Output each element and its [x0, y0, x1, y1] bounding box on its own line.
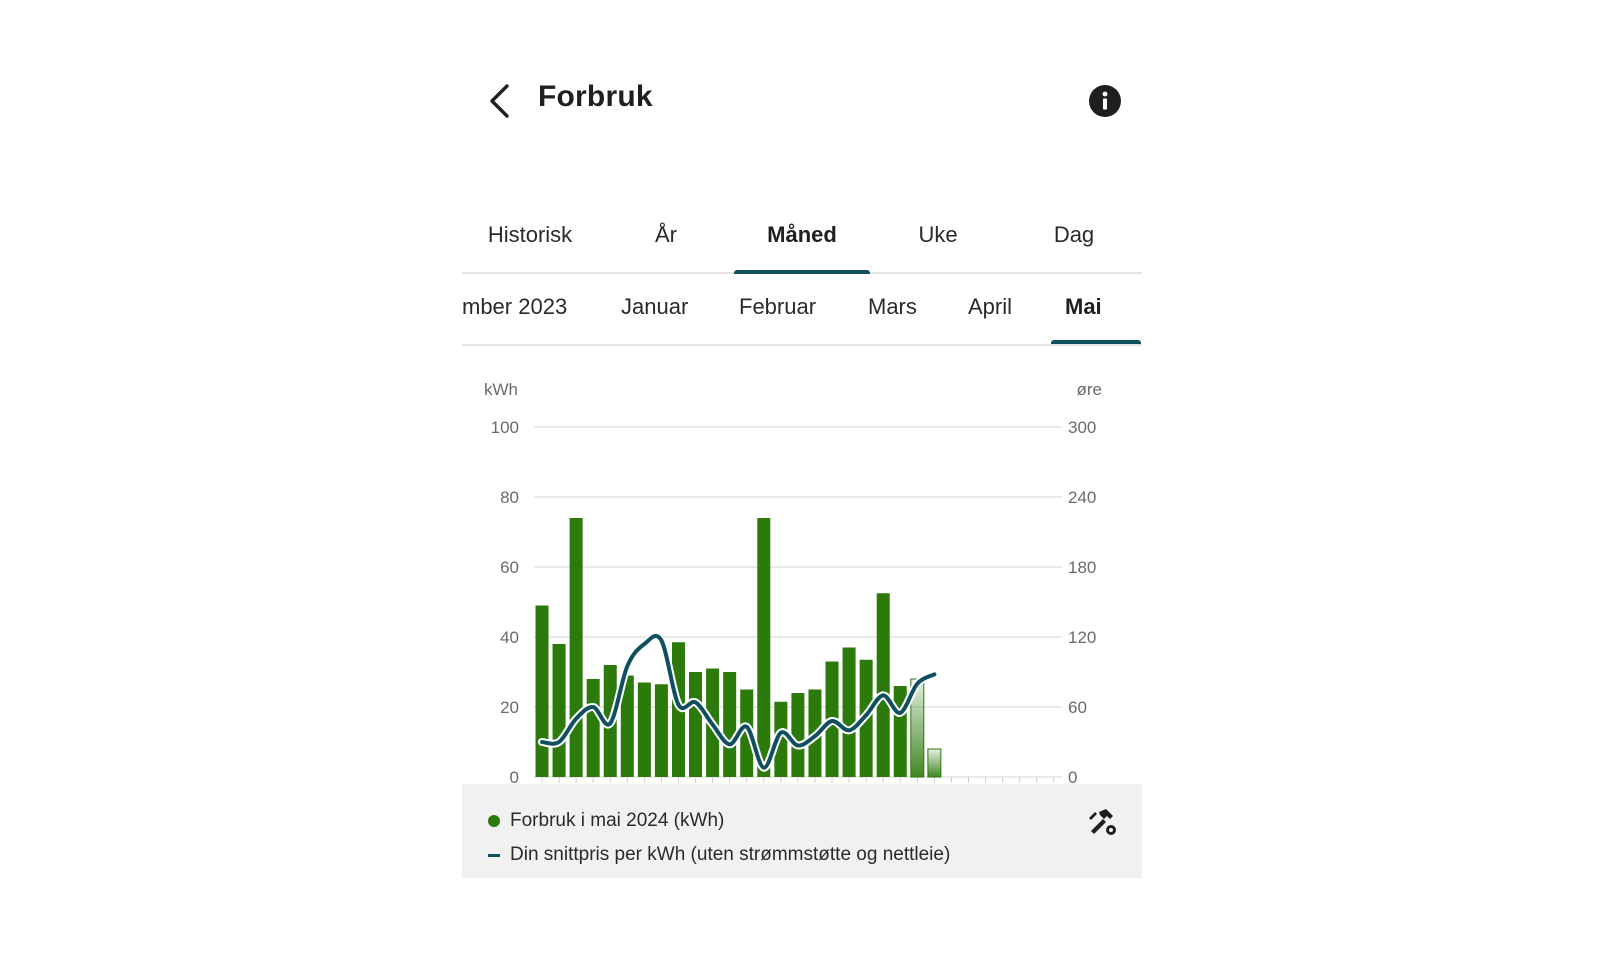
- consumption-bar: [689, 672, 703, 777]
- y-tick-label-right: 180: [1068, 558, 1096, 577]
- header: Forbruk: [462, 60, 1142, 140]
- legend-item-price: Din snittpris per kWh (uten strømmstøtte…: [488, 844, 950, 866]
- tab-historisk[interactable]: Historisk: [487, 222, 573, 247]
- legend-item-consumption: Forbruk i mai 2024 (kWh): [488, 810, 724, 832]
- consumption-bar: [876, 593, 890, 777]
- tab-dag[interactable]: Dag: [1053, 222, 1095, 247]
- month-tab-januar[interactable]: Januar: [621, 294, 689, 319]
- y-tick-label-right: 240: [1068, 488, 1096, 507]
- y-axis-unit-right: øre: [1077, 380, 1103, 399]
- period-tabs: Historisk År Måned Uke Dag: [462, 200, 1142, 274]
- legend-line-marker: [488, 853, 500, 857]
- tab-uke[interactable]: Uke: [918, 222, 958, 247]
- info-button[interactable]: [1088, 84, 1122, 118]
- y-tick-label-left: 60: [500, 558, 519, 577]
- consumption-bar: [791, 693, 805, 777]
- consumption-bar: [535, 605, 549, 777]
- consumption-bar: [757, 518, 771, 777]
- consumption-bar: [842, 647, 856, 777]
- y-axis-unit-left: kWh: [484, 380, 518, 399]
- y-tick-label-left: 100: [491, 418, 519, 437]
- consumption-bar: [620, 675, 634, 777]
- consumption-chart: kWhøre0204060801000601201802403001.5.10.…: [462, 360, 1142, 830]
- month-tab-mai[interactable]: Mai: [1065, 294, 1102, 319]
- back-button[interactable]: [480, 78, 520, 124]
- legend-label: Din snittpris per kWh (uten strømmstøtte…: [510, 844, 951, 865]
- y-tick-label-right: 300: [1068, 418, 1096, 437]
- y-tick-label-left: 20: [500, 698, 519, 717]
- month-tab-mars[interactable]: Mars: [868, 294, 917, 319]
- y-tick-label-left: 80: [500, 488, 519, 507]
- chart-legend: Forbruk i mai 2024 (kWh) Din snittpris p…: [462, 784, 1142, 878]
- price-line: [540, 634, 937, 770]
- chevron-left-icon: [490, 84, 509, 118]
- tab-ar[interactable]: År: [655, 222, 677, 247]
- consumption-bar: [586, 679, 600, 777]
- y-tick-label-right: 120: [1068, 628, 1096, 647]
- month-tab-april[interactable]: April: [968, 294, 1013, 319]
- y-tick-label-right: 60: [1068, 698, 1087, 717]
- consumption-bar: [723, 672, 737, 777]
- consumption-bar: [552, 644, 566, 777]
- consumption-bar-estimated: [927, 748, 942, 778]
- legend-dot-marker: [488, 815, 500, 827]
- screen: Forbruk Historisk År Måned Uke Dag mber …: [462, 60, 1142, 900]
- month-tab-februar[interactable]: Februar: [739, 294, 817, 319]
- month-tab-previous[interactable]: mber 2023: [462, 294, 568, 319]
- hammer-wrench-icon: [1089, 809, 1116, 835]
- page-title: Forbruk: [538, 80, 653, 113]
- info-icon: [1089, 85, 1121, 117]
- month-tab-indicator: [1051, 340, 1141, 344]
- chart-tools-button[interactable]: [1086, 806, 1118, 838]
- legend-label: Forbruk i mai 2024 (kWh): [510, 810, 725, 831]
- consumption-bar: [654, 684, 668, 777]
- tab-maned[interactable]: Måned: [734, 200, 870, 274]
- consumption-bar: [569, 518, 583, 777]
- y-tick-label-left: 40: [500, 628, 519, 647]
- y-tick-label-right: 0: [1068, 768, 1077, 787]
- chart-svg: kWhøre0204060801000601201802403001.5.10.…: [484, 380, 1103, 813]
- month-tabs: mber 2023 Januar Februar Mars April Mai: [462, 272, 1142, 346]
- consumption-bar: [637, 682, 651, 777]
- y-tick-label-left: 0: [510, 768, 519, 787]
